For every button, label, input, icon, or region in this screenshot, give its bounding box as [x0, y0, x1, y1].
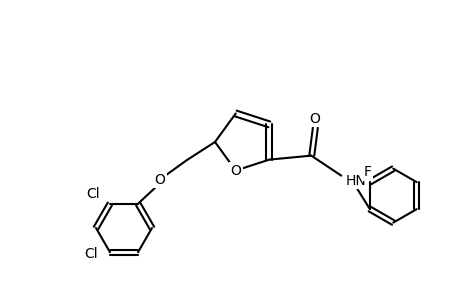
Text: O: O — [309, 112, 319, 126]
Text: O: O — [230, 164, 241, 178]
Text: Cl: Cl — [86, 187, 100, 201]
Text: F: F — [363, 165, 371, 179]
Text: Cl: Cl — [84, 247, 98, 261]
Text: O: O — [154, 173, 165, 187]
Text: HN: HN — [345, 174, 365, 188]
